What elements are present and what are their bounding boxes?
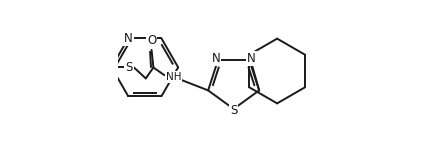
Text: NH: NH [166, 72, 181, 82]
Text: N: N [124, 32, 132, 45]
Text: S: S [125, 61, 133, 74]
Text: O: O [147, 34, 156, 47]
Text: N: N [247, 52, 256, 65]
Text: N: N [212, 52, 220, 65]
Text: S: S [230, 104, 237, 117]
